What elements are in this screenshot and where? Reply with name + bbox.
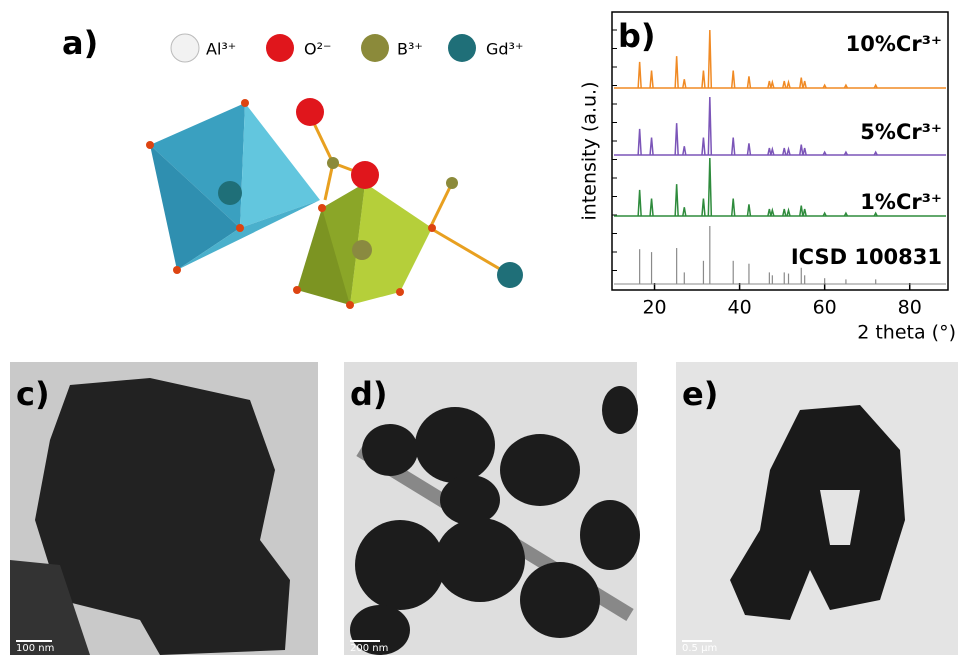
scale-bar-label: 0.5 μm [682, 643, 717, 654]
peak [702, 138, 705, 155]
peak [638, 129, 641, 155]
series-label: 1%Cr³⁺ [860, 190, 942, 214]
panel-label: c) [16, 375, 50, 413]
peak [787, 149, 790, 155]
panel-label: e) [682, 375, 718, 413]
peak [708, 97, 711, 155]
peak [650, 138, 653, 155]
peak [683, 79, 686, 88]
peak [638, 190, 641, 216]
peak [800, 145, 803, 155]
x-axis-label: 2 theta (°) [857, 322, 956, 344]
legend-sphere [448, 34, 476, 62]
peak [783, 209, 786, 216]
peak [732, 138, 735, 155]
peak [771, 210, 774, 216]
tem-c: c) 100 nm [10, 362, 318, 655]
legend-sphere [361, 34, 389, 62]
peak [783, 81, 786, 88]
panel-label: d) [350, 375, 388, 413]
peak [800, 206, 803, 216]
peak [675, 184, 678, 216]
peak [803, 209, 806, 216]
tem-d: d) 200 nm [344, 362, 640, 655]
series-label: ICSD 100831 [791, 245, 942, 269]
legend-label: B³⁺ [397, 40, 423, 59]
peak [787, 82, 790, 88]
peak [650, 199, 653, 216]
peak [747, 76, 750, 88]
peak [708, 30, 711, 88]
panel-label: b) [618, 17, 656, 55]
peak [638, 62, 641, 88]
peak [747, 143, 750, 155]
series-label: 5%Cr³⁺ [860, 120, 942, 144]
panel-label: a) [62, 24, 98, 62]
legend-sphere [171, 34, 199, 62]
peak [702, 71, 705, 88]
peak [650, 71, 653, 88]
peak [732, 71, 735, 88]
peak [675, 123, 678, 155]
legend: Al³⁺ O²⁻ B³⁺ Gd³⁺ [171, 34, 523, 62]
peak [708, 158, 711, 216]
peak [787, 210, 790, 216]
legend-label: Al³⁺ [206, 40, 236, 59]
xrd-chart: b) intensity (a.u.) 2 theta (°) 20 40 60 80… [579, 12, 957, 344]
legend-label: Gd³⁺ [486, 40, 523, 59]
peak [747, 204, 750, 216]
scale-bar-label: 100 nm [16, 643, 54, 654]
peak [683, 146, 686, 155]
x-tick-label: 40 [728, 297, 752, 319]
peak [771, 82, 774, 88]
x-tick-label: 20 [642, 297, 666, 319]
peak [771, 149, 774, 155]
tem-e: e) 0.5 μm [676, 362, 958, 655]
x-tick-label: 80 [898, 297, 922, 319]
crystal-structure [146, 98, 523, 309]
peak [675, 56, 678, 88]
x-tick-label: 60 [813, 297, 837, 319]
figure: a) Al³⁺ O²⁻ B³⁺ Gd³⁺ b) intensity (a. [0, 0, 958, 655]
peak [803, 81, 806, 88]
peak [783, 148, 786, 155]
scale-bar-label: 200 nm [350, 643, 388, 654]
peak [683, 207, 686, 216]
peak [702, 199, 705, 216]
peak [732, 199, 735, 216]
y-axis-label: intensity (a.u.) [579, 81, 601, 220]
peak [803, 148, 806, 155]
legend-sphere [266, 34, 294, 62]
legend-label: O²⁻ [304, 40, 331, 59]
series-label: 10%Cr³⁺ [846, 32, 942, 56]
peak [800, 78, 803, 88]
